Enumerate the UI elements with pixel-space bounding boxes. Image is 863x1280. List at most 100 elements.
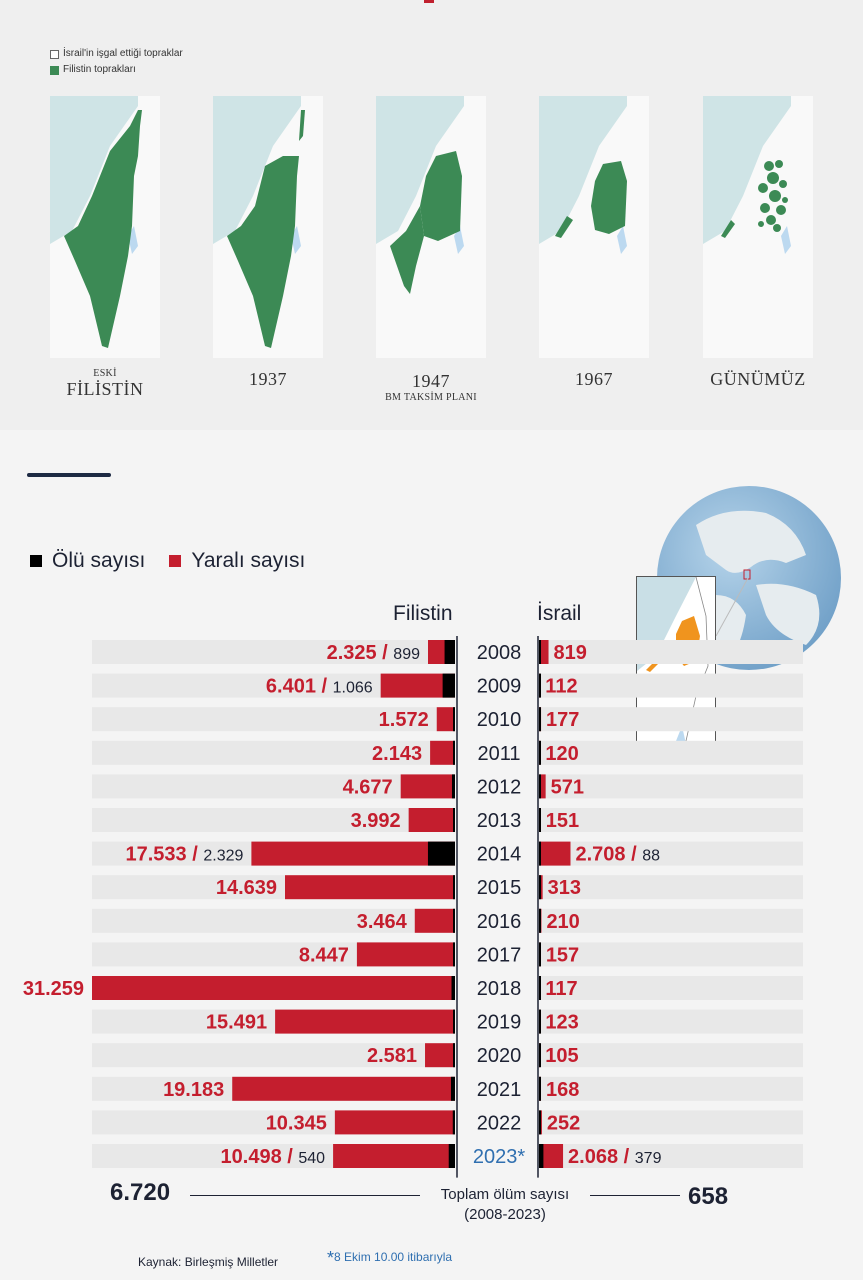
row-background-left <box>92 707 455 732</box>
bar-palestine-injured <box>414 908 455 933</box>
bar-palestine-dead <box>442 673 455 698</box>
data-label-palestine: 19.183 <box>163 1079 224 1101</box>
source-note: Kaynak: Birleşmiş Milletler <box>138 1255 279 1269</box>
row-background-right <box>539 774 803 799</box>
year-label: 2018 <box>477 978 522 1000</box>
chart-legend: Ölü sayısı Yaralı sayısı <box>30 549 319 573</box>
data-label-israel: 112 <box>545 676 577 698</box>
section-divider <box>27 473 111 477</box>
row-background-left <box>92 1043 455 1068</box>
bar-israel-dead <box>539 1144 544 1168</box>
year-label: 2013 <box>477 810 522 832</box>
data-label-palestine: 3.992 <box>351 810 401 832</box>
bar-israel-dead <box>539 942 541 967</box>
total-deaths-palestine: 6.720 <box>110 1179 171 1206</box>
row-background-right <box>539 673 803 698</box>
year-label: 2014 <box>477 844 522 866</box>
row-background-right <box>539 1144 803 1168</box>
bar-israel-dead <box>539 707 541 732</box>
bar-palestine-dead <box>450 1076 455 1101</box>
year-label: 2016 <box>477 911 522 933</box>
year-label: 2009 <box>477 676 522 698</box>
injured-value: 151 <box>546 810 579 832</box>
map-legend: İsrail'in işgal ettiği topraklar Filisti… <box>50 46 183 78</box>
bar-palestine-injured <box>356 942 455 967</box>
row-background-right <box>539 976 803 1000</box>
map-label-today: GÜNÜMÜZ <box>710 369 806 389</box>
dead-value: 1.066 <box>333 680 373 697</box>
injured-value: 120 <box>545 743 578 765</box>
data-label-palestine: 10.498 / 540 <box>221 1146 326 1168</box>
bar-palestine-injured <box>92 976 455 1000</box>
map-today <box>703 96 813 358</box>
bar-israel-dead <box>539 1043 541 1068</box>
green-swatch-icon <box>50 65 59 75</box>
injured-value: 6.401 / <box>266 676 333 698</box>
total-deaths-israel: 658 <box>688 1183 729 1210</box>
bar-israel-injured <box>539 640 549 664</box>
dead-swatch-icon <box>30 555 42 567</box>
map-label-1967: 1967 <box>575 369 613 389</box>
bar-palestine-dead <box>451 976 455 1000</box>
bar-palestine-injured <box>430 740 455 765</box>
injured-value: 19.183 <box>163 1079 224 1101</box>
data-label-israel: 120 <box>545 743 578 765</box>
bar-israel-dead <box>539 640 541 664</box>
bar-israel-dead <box>539 673 541 698</box>
year-label: 2021 <box>477 1079 522 1101</box>
injured-value: 252 <box>547 1112 580 1134</box>
map-1967 <box>539 96 649 358</box>
year-label: 2017 <box>477 944 522 966</box>
totals-line-right <box>590 1195 680 1196</box>
bar-palestine-dead <box>448 1144 455 1168</box>
data-label-palestine: 10.345 <box>266 1112 327 1134</box>
year-label: 2010 <box>477 709 522 731</box>
injured-value: 3.464 <box>357 911 408 933</box>
injured-value: 2.143 <box>372 743 422 765</box>
bar-palestine-injured <box>425 1043 455 1068</box>
injured-value: 15.491 <box>206 1012 267 1034</box>
row-background-right <box>539 740 803 765</box>
dead-value: 899 <box>393 646 420 663</box>
injured-value: 31.259 <box>23 978 84 1000</box>
data-label-palestine: 15.491 <box>206 1012 267 1034</box>
year-label: 2022 <box>477 1112 522 1134</box>
legend-dead: Ölü sayısı <box>30 549 145 573</box>
bar-israel-dead <box>539 841 541 866</box>
bar-palestine-dead <box>453 1043 455 1068</box>
map-legend-occupied: İsrail'in işgal ettiği topraklar <box>50 46 183 62</box>
injured-value: 819 <box>554 642 587 664</box>
row-background-right <box>539 908 803 933</box>
bar-palestine-dead <box>427 841 455 866</box>
data-label-palestine: 31.259 <box>23 978 84 1000</box>
data-label-israel: 2.068 / 379 <box>568 1146 662 1168</box>
data-label-israel: 819 <box>554 642 587 664</box>
bar-palestine-injured <box>400 774 455 799</box>
data-label-palestine: 17.533 / 2.329 <box>126 844 244 866</box>
bar-israel-dead <box>539 740 541 765</box>
bar-palestine-injured <box>333 1144 455 1168</box>
data-label-israel: 105 <box>545 1045 578 1067</box>
year-label: 2012 <box>477 776 522 798</box>
data-label-palestine: 2.581 <box>367 1045 417 1067</box>
bar-palestine-injured <box>436 707 455 732</box>
injured-value: 1.572 <box>379 709 429 731</box>
injured-value: 313 <box>548 877 581 899</box>
bar-palestine-dead <box>453 1009 455 1034</box>
totals-line-left <box>190 1195 420 1196</box>
data-label-palestine: 4.677 <box>343 776 393 798</box>
bar-palestine-injured <box>275 1009 455 1034</box>
injured-value: 105 <box>545 1045 578 1067</box>
row-background-left <box>92 808 455 832</box>
data-label-palestine: 2.325 / 899 <box>327 642 421 664</box>
data-label-israel: 168 <box>546 1079 579 1101</box>
bar-palestine-dead <box>451 774 455 799</box>
row-background-right <box>539 841 803 866</box>
injured-value: 157 <box>546 944 579 966</box>
injured-value: 210 <box>546 911 579 933</box>
year-label: 2008 <box>477 642 522 664</box>
bar-palestine-injured <box>408 808 455 832</box>
injured-swatch-icon <box>169 555 182 567</box>
injured-value: 17.533 / <box>126 844 204 866</box>
data-label-palestine: 3.464 <box>357 911 408 933</box>
